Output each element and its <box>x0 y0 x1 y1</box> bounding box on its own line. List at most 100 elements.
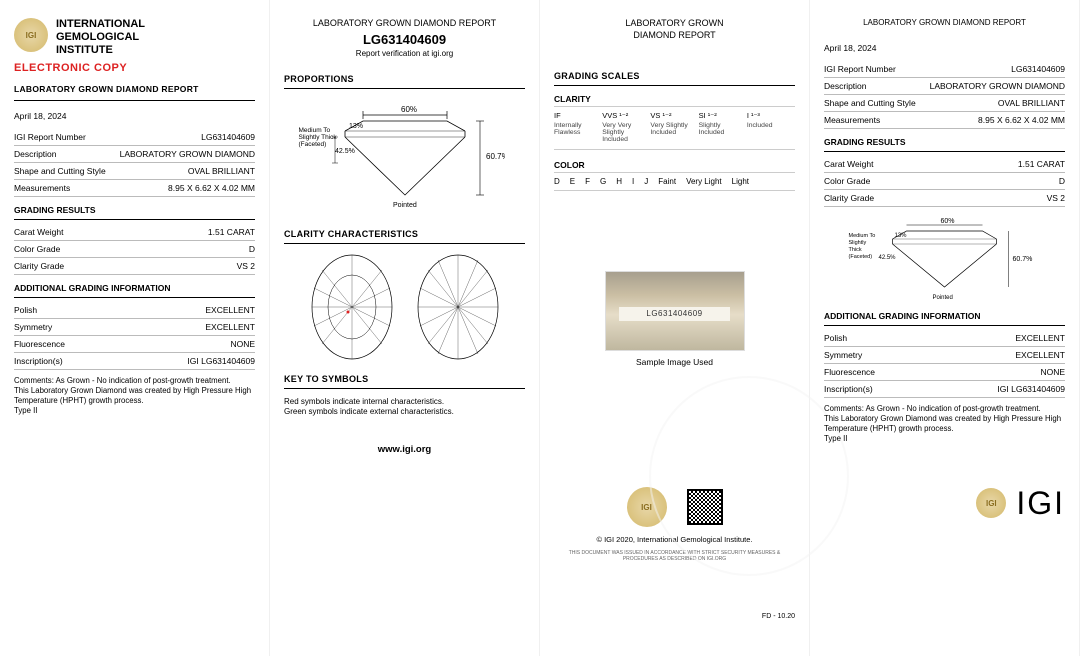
panel4-additional-fields: PolishEXCELLENTSymmetryEXCELLENTFluoresc… <box>824 330 1065 398</box>
field-key: Shape and Cutting Style <box>14 166 106 176</box>
crown-pct: 13% <box>349 123 363 130</box>
svg-text:13%: 13% <box>895 233 908 239</box>
table-pct: 60% <box>401 105 417 114</box>
clarity-desc: Internally Flawless <box>554 122 602 143</box>
org-line3: INSTITUTE <box>56 44 145 57</box>
inscription-photo-label: LG631404609 <box>619 307 729 321</box>
diamond-proportions-diagram: 60% 60.7% 13% 42.5% Pointed Medium To Sl… <box>305 97 505 217</box>
field-row: Color Grade D <box>824 173 1065 190</box>
panel4-comments: Comments: As Grown - No indication of po… <box>824 404 1065 445</box>
field-row: Carat Weight1.51 CARAT <box>14 224 255 241</box>
key-to-symbols-heading: KEY TO SYMBOLS <box>284 374 525 389</box>
clarity-scale-heading: CLARITY <box>554 94 795 104</box>
footer-url: www.igi.org <box>284 444 525 455</box>
field-key: Description <box>824 81 867 91</box>
field-value: NONE <box>1040 367 1065 377</box>
red-inclusion-mark <box>346 311 349 314</box>
field-row: Color GradeD <box>14 241 255 258</box>
field-key: Polish <box>824 333 847 343</box>
org-line2: GEMOLOGICAL <box>56 31 145 44</box>
clarity-grade: VS ¹⁻² <box>650 111 698 120</box>
svg-text:Thick: Thick <box>849 247 862 253</box>
clarity-grade: SI ¹⁻² <box>699 111 747 120</box>
org-name: INTERNATIONAL GEMOLOGICAL INSTITUTE <box>56 18 145 58</box>
electronic-copy-label: ELECTRONIC COPY <box>14 62 255 74</box>
color-grade: Light <box>732 177 749 186</box>
clarity-desc: Included <box>747 122 795 143</box>
field-value: VS 2 <box>1047 193 1065 203</box>
color-grade: J <box>644 177 648 186</box>
oval-pavilion-diagram <box>414 252 502 362</box>
field-row: Measurements8.95 X 6.62 X 4.02 MM <box>824 112 1065 129</box>
svg-text:Pointed: Pointed <box>933 295 953 301</box>
field-row: Shape and Cutting Style OVAL BRILLIANT <box>824 95 1065 112</box>
panel4-main-fields: IGI Report NumberLG631404609DescriptionL… <box>824 61 1065 129</box>
report-date: April 18, 2024 <box>14 111 255 121</box>
svg-text:42.5%: 42.5% <box>879 255 897 261</box>
sample-diamond-photo: LG631404609 <box>605 271 745 351</box>
field-value: VS 2 <box>237 261 255 271</box>
field-value: EXCELLENT <box>1015 350 1065 360</box>
igi-seal-icon: IGI <box>14 18 48 52</box>
clarity-desc: Very Slightly Included <box>650 122 698 143</box>
clarity-char-heading: CLARITY CHARACTERISTICS <box>284 229 525 244</box>
qr-code-icon <box>687 489 723 525</box>
color-grade: Faint <box>658 177 676 186</box>
panel2-header: LABORATORY GROWN DIAMOND REPORT <box>284 18 525 28</box>
org-line1: INTERNATIONAL <box>56 18 145 31</box>
panel4-additional-heading: ADDITIONAL GRADING INFORMATION <box>824 311 1065 326</box>
field-key: Clarity Grade <box>824 193 874 203</box>
field-key: Symmetry <box>14 322 52 332</box>
field-key: Shape and Cutting Style <box>824 98 916 108</box>
panel-3-scales: LABORATORY GROWN DIAMOND REPORT GRADING … <box>540 0 810 656</box>
field-key: Symmetry <box>824 350 862 360</box>
field-key: Carat Weight <box>14 227 63 237</box>
proportions-heading: PROPORTIONS <box>284 74 525 89</box>
field-value: 8.95 X 6.62 X 4.02 MM <box>168 183 255 193</box>
field-row: Inscription(s) IGI LG631404609 <box>824 381 1065 398</box>
field-key: Color Grade <box>824 176 870 186</box>
logo-row: IGI INTERNATIONAL GEMOLOGICAL INSTITUTE <box>14 18 255 58</box>
igi-seal-icon: IGI <box>976 488 1006 518</box>
panel4-grading-fields: Carat Weight1.51 CARATColor GradeDClarit… <box>824 156 1065 207</box>
field-row: Clarity Grade VS 2 <box>14 258 255 275</box>
field-row: Fluorescence NONE <box>824 364 1065 381</box>
field-key: Carat Weight <box>824 159 873 169</box>
grading-scales-heading: GRADING SCALES <box>554 71 795 86</box>
field-row: Clarity Grade VS 2 <box>824 190 1065 207</box>
color-grade: G <box>600 177 606 186</box>
field-value: IGI LG631404609 <box>997 384 1065 394</box>
copyright-text: © IGI 2020, International Gemological In… <box>554 535 795 544</box>
clarity-desc: Slightly Included <box>699 122 747 143</box>
depth-pct: 60.7% <box>486 152 505 161</box>
culet-label: Pointed <box>393 202 417 209</box>
pavilion-pct: 42.5% <box>335 148 355 155</box>
big-igi-logo: IGI IGI <box>824 485 1065 522</box>
color-scale-heading: COLOR <box>554 160 795 170</box>
svg-text:(Faceted): (Faceted) <box>849 254 873 260</box>
additional-fields: PolishEXCELLENT Symmetry EXCELLENT Fluoresc… <box>14 302 255 370</box>
field-key: Fluorescence <box>14 339 65 349</box>
field-value: D <box>249 244 255 254</box>
field-value: NONE <box>230 339 255 349</box>
igi-logo-text: IGI <box>1016 485 1065 522</box>
svg-text:Medium To: Medium To <box>849 233 876 239</box>
field-value: D <box>1059 176 1065 186</box>
panel-2-proportions: LABORATORY GROWN DIAMOND REPORT LG631404… <box>270 0 540 656</box>
field-row: Fluorescence NONE <box>14 336 255 353</box>
panel4-date: April 18, 2024 <box>824 43 1065 53</box>
clarity-scale-descriptions: Internally FlawlessVery Very Slightly In… <box>554 122 795 150</box>
field-key: Fluorescence <box>824 367 875 377</box>
field-row: IGI Report NumberLG631404609 <box>14 129 255 146</box>
field-value: OVAL BRILLIANT <box>998 98 1065 108</box>
form-code: FD - 10.20 <box>762 613 795 620</box>
clarity-grade: VVS ¹⁻² <box>602 111 650 120</box>
field-key: Inscription(s) <box>824 384 873 394</box>
seal-qr-row: IGI <box>554 487 795 527</box>
color-grade: Very Light <box>686 177 722 186</box>
key-to-symbols-text: Red symbols indicate internal characteri… <box>284 397 525 418</box>
field-value: EXCELLENT <box>205 322 255 332</box>
clarity-desc: Very Very Slightly Included <box>602 122 650 143</box>
field-key: Clarity Grade <box>14 261 64 271</box>
field-row: PolishEXCELLENT <box>14 302 255 319</box>
